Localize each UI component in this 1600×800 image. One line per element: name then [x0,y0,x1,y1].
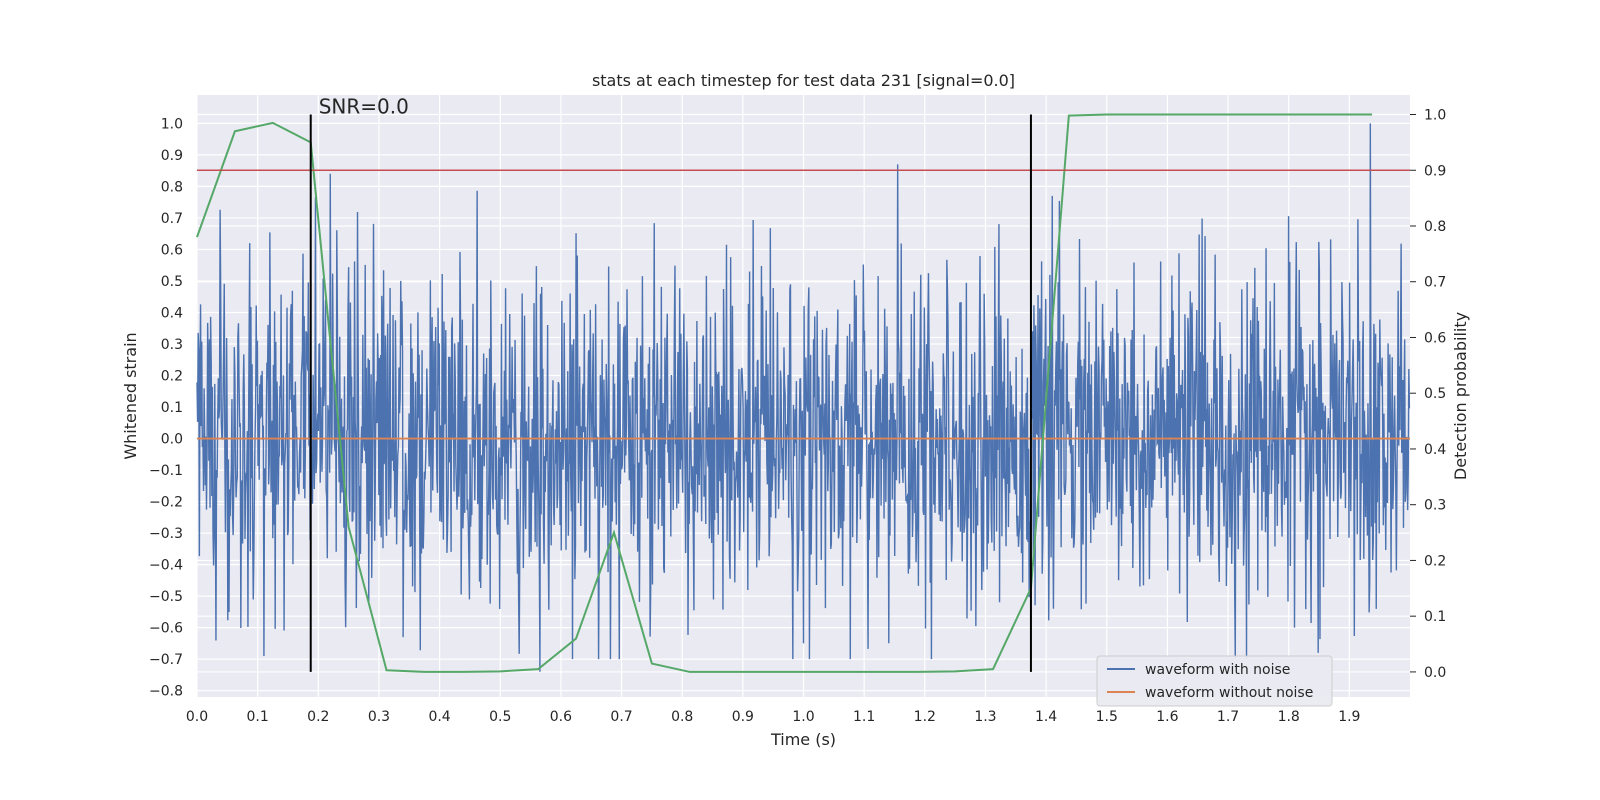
y2-tick-label: 0.4 [1424,442,1446,458]
y-tick-label: 0.0 [161,432,183,448]
y2-axis-label: Detection probability [1451,312,1470,480]
x-tick-label: 1.0 [792,709,814,725]
chart-title: stats at each timestep for test data 231… [592,71,1015,90]
x-tick-label: 1.3 [974,709,996,725]
y-tick-label: −0.4 [149,558,183,574]
y-tick-label: 0.5 [161,274,183,290]
y-tick-label: −0.5 [149,589,183,605]
y2-tick-label: 0.3 [1424,498,1446,514]
y2-tick-label: 1.0 [1424,108,1446,124]
x-tick-label: 0.9 [732,709,754,725]
y-tick-label: 1.0 [161,116,183,132]
legend-box [1096,655,1333,707]
y-tick-label: −0.7 [149,652,183,668]
x-tick-label: 0.0 [186,709,208,725]
x-tick-label: 0.1 [247,709,269,725]
y-axis-label: Whitened strain [121,332,140,459]
y-tick-label: −0.6 [149,621,183,637]
tick-layer: 0.0 0.1 0.2 0.3 0.4 0.5 0.6 0.7 0.8 0.9 1.0 1.1 1.2 1… [149,108,1446,725]
x-tick-label: 1.7 [1217,709,1239,725]
detection-probability-line [196,113,1373,673]
y-tick-label: 0.3 [161,337,183,353]
marker-layer [309,114,1032,672]
x-tick-label: 1.4 [1035,709,1057,725]
x-tick-label: 0.3 [368,709,390,725]
y2-tick-label: 0.9 [1424,163,1446,179]
x-tick-label: 0.2 [307,709,329,725]
y2-tick-label: 0.5 [1424,386,1446,402]
x-tick-label: 1.9 [1338,709,1360,725]
x-tick-label: 1.2 [914,709,936,725]
y-tick-label: 0.8 [161,179,183,195]
y2-tick-label: 0.7 [1424,275,1446,291]
y-tick-label: −0.2 [149,495,183,511]
x-axis-label: Time (s) [770,730,836,749]
x-tick-label: 0.4 [428,709,450,725]
x-tick-label: 1.5 [1096,709,1118,725]
noise-waveform-line [196,123,1411,672]
legend-label-clean: waveform without noise [1145,685,1313,701]
x-tick-label: 1.8 [1278,709,1300,725]
legend: waveform with noise waveform without noi… [1096,655,1333,707]
y2-tick-label: 0.1 [1424,609,1446,625]
y-tick-label: −0.1 [149,463,183,479]
y-tick-label: 0.2 [161,369,183,385]
y2-tick-label: 0.0 [1424,665,1446,681]
y2-tick-label: 0.8 [1424,219,1446,235]
y-tick-label: 0.6 [161,242,183,258]
x-tick-label: 1.6 [1156,709,1178,725]
x-tick-label: 0.5 [489,709,511,725]
x-tick-label: 1.1 [853,709,875,725]
y-tick-label: 0.1 [161,400,183,416]
y-tick-label: 0.4 [161,305,183,321]
x-tick-label: 0.8 [671,709,693,725]
y2-tick-label: 0.6 [1424,330,1446,346]
x-tick-label: 0.7 [610,709,632,725]
y-tick-label: −0.8 [149,684,183,700]
series-layer [196,113,1411,673]
y-tick-label: 0.9 [161,148,183,164]
y-tick-label: 0.7 [161,211,183,227]
legend-label-noise: waveform with noise [1145,662,1290,678]
y2-tick-label: 0.2 [1424,553,1446,569]
x-tick-label: 0.6 [550,709,572,725]
snr-annotation: SNR=0.0 [319,95,409,119]
y-tick-label: −0.3 [149,526,183,542]
